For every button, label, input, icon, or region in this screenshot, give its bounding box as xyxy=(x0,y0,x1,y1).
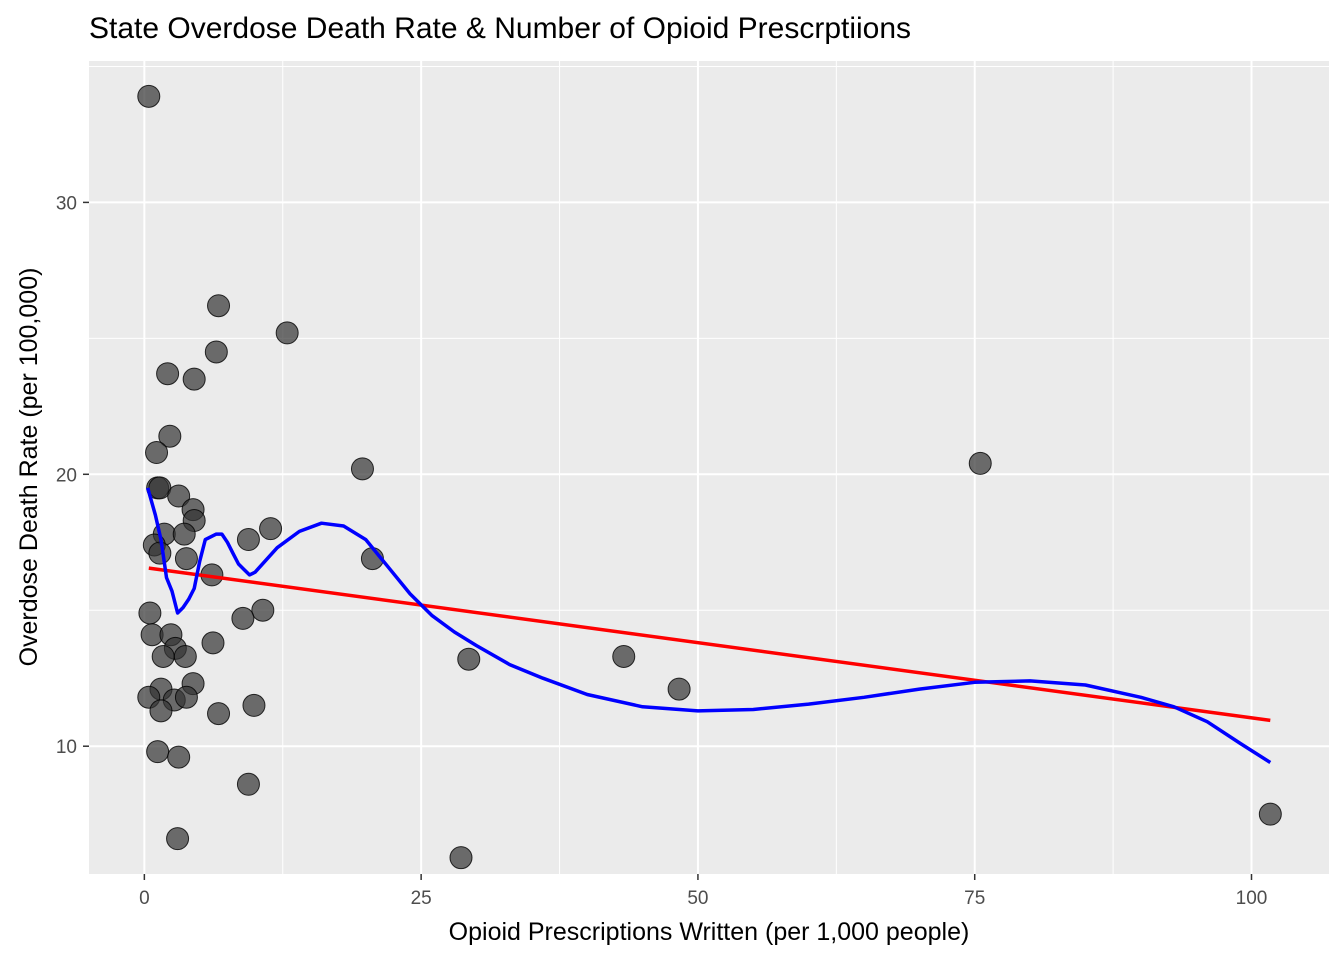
y-tick-label: 20 xyxy=(56,465,77,486)
data-point xyxy=(207,294,231,318)
data-point xyxy=(242,693,266,717)
data-point xyxy=(201,631,225,655)
y-axis-title: Overdose Death Rate (per 100,000) xyxy=(15,268,43,667)
data-point xyxy=(251,598,275,622)
data-point xyxy=(174,685,198,709)
x-tick-label: 50 xyxy=(687,888,708,909)
data-point xyxy=(231,606,255,630)
y-tick-label: 30 xyxy=(56,193,77,214)
data-point xyxy=(173,644,197,668)
data-point xyxy=(148,541,172,565)
x-tick-label: 25 xyxy=(411,888,432,909)
data-point xyxy=(149,699,173,723)
data-point xyxy=(156,362,180,386)
data-point xyxy=(138,601,162,625)
data-point xyxy=(145,441,169,465)
x-tick-label: 100 xyxy=(1236,888,1268,909)
x-tick-label: 75 xyxy=(964,888,985,909)
linear-trend-line xyxy=(148,566,1271,723)
data-point xyxy=(158,424,182,448)
data-point xyxy=(146,740,170,764)
data-point xyxy=(174,547,198,571)
data-point xyxy=(236,772,260,796)
y-tick-label: 10 xyxy=(56,737,77,758)
plot-panel xyxy=(89,61,1329,874)
chart-title: State Overdose Death Rate & Number of Op… xyxy=(89,12,912,45)
x-tick-label: 0 xyxy=(139,888,150,909)
data-point xyxy=(449,846,473,870)
data-point xyxy=(1258,802,1282,826)
y-tick-labels: 10 20 30 xyxy=(56,193,77,758)
data-point xyxy=(612,644,636,668)
x-tick-labels: 0 25 50 75 100 xyxy=(139,888,1267,909)
trend-lines xyxy=(146,487,1272,764)
data-point xyxy=(204,340,228,364)
x-axis-title: Opioid Prescriptions Written (per 1,000 … xyxy=(449,918,970,946)
data-point xyxy=(259,517,283,541)
data-point xyxy=(207,702,231,726)
data-point xyxy=(236,528,260,552)
data-point xyxy=(667,677,691,701)
smooth-trend-line xyxy=(146,487,1272,764)
data-point xyxy=(167,745,191,769)
minor-gridlines xyxy=(89,61,1329,874)
data-point xyxy=(166,827,190,851)
data-point xyxy=(151,644,175,668)
data-point xyxy=(137,84,161,108)
data-point xyxy=(457,647,481,671)
data-point xyxy=(172,522,196,546)
data-point xyxy=(182,367,206,391)
data-point xyxy=(167,484,191,508)
data-point xyxy=(275,321,299,345)
data-point xyxy=(968,451,992,475)
axis-ticks xyxy=(83,201,1253,880)
data-point xyxy=(350,457,374,481)
